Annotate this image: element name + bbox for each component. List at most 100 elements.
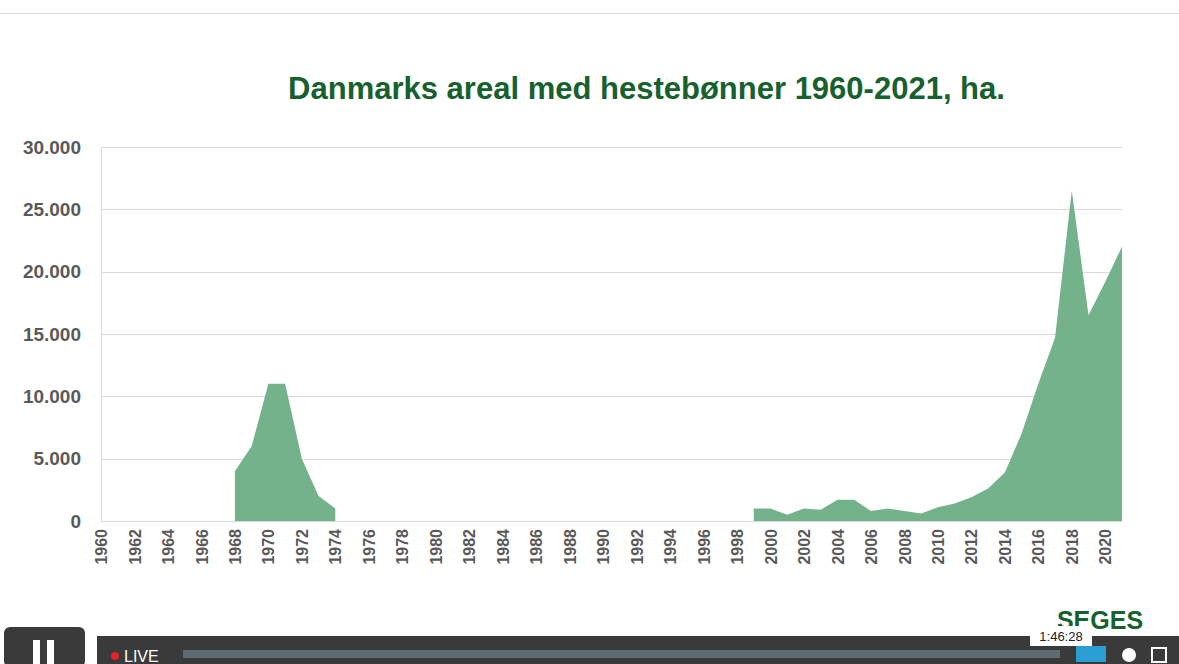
grid-line — [101, 209, 1122, 210]
x-tick-label: 1962 — [127, 529, 144, 565]
x-tick: 2002 — [796, 521, 813, 565]
x-tick-label: 1970 — [260, 529, 277, 565]
x-tick-label: 1992 — [629, 529, 646, 565]
y-tick: 30.000 — [23, 137, 101, 158]
x-tick: 1976 — [361, 521, 378, 565]
fullscreen-icon[interactable] — [1152, 648, 1166, 662]
plot-area — [235, 191, 1122, 521]
x-tick-label: 2020 — [1097, 529, 1114, 565]
x-tick: 1996 — [696, 521, 713, 565]
x-tick: 1986 — [528, 521, 545, 565]
y-tick: 15.000 — [23, 324, 101, 345]
x-tick-label: 1980 — [428, 529, 445, 565]
x-axis-line — [102, 521, 1123, 522]
x-tick: 2020 — [1097, 521, 1114, 565]
grid-line — [101, 334, 1122, 335]
x-tick-label: 2014 — [997, 529, 1014, 565]
x-tick-label: 2002 — [796, 529, 813, 565]
time-label: 1:46:28 — [1039, 629, 1082, 644]
x-tick: 1994 — [662, 521, 679, 565]
title: Danmarks areal med hestebønner 1960-2021… — [288, 71, 1005, 106]
x-tick-label: 1974 — [327, 529, 344, 565]
x-tick-label: 1968 — [227, 529, 244, 565]
x-tick: 1978 — [394, 521, 411, 565]
x-tick-label: 2004 — [830, 529, 847, 565]
x-tick: 1990 — [595, 521, 612, 565]
y-axis: 0 5.000 10.000 15.000 20.000 25.000 30.000 — [23, 137, 102, 532]
area — [754, 191, 1122, 521]
x-tick-label: 1984 — [495, 529, 512, 565]
x-tick: 1980 — [428, 521, 445, 565]
x-tick-label: 1996 — [696, 529, 713, 565]
chart: Danmarks areal med hestebønner 1960-2021… — [0, 0, 1179, 664]
y-axis-line — [101, 148, 102, 522]
x-axis: 1960 1962 1964 1966 1968 1970 1972 1974 1976 1978… — [93, 521, 1122, 565]
x-tick-label: 1964 — [160, 529, 177, 565]
y-tick: 25.000 — [23, 199, 101, 220]
progress-bar[interactable] — [183, 650, 1060, 658]
grid-line — [101, 396, 1122, 397]
x-tick: 2014 — [997, 521, 1014, 565]
pause-icon — [33, 640, 40, 664]
pause-button[interactable] — [4, 627, 85, 664]
x-tick: 1984 — [495, 521, 512, 565]
y-tick-label: 30.000 — [23, 137, 81, 158]
player-background — [97, 636, 1179, 664]
x-tick: 1964 — [160, 521, 177, 565]
x-tick: 1970 — [260, 521, 277, 565]
x-tick: 2004 — [830, 521, 847, 565]
x-tick-label: 1972 — [294, 529, 311, 565]
grid-line — [101, 147, 1122, 148]
x-tick-label: 1988 — [562, 529, 579, 565]
x-tick-label: 1982 — [461, 529, 478, 565]
x-tick-label: 2006 — [863, 529, 880, 565]
x-tick-label: 1966 — [194, 529, 211, 565]
x-tick-label: 1960 — [93, 529, 110, 565]
live-dot — [111, 652, 119, 660]
y-tick-label: 15.000 — [23, 324, 81, 345]
grid — [101, 148, 1122, 522]
pause-icon — [47, 640, 54, 664]
page-rule — [0, 13, 1179, 14]
y-tick: 10.000 — [23, 386, 101, 407]
x-tick: 2016 — [1030, 521, 1047, 565]
live-label: LIVE — [124, 648, 159, 664]
x-tick: 2008 — [897, 521, 914, 565]
y-tick-label: 5.000 — [33, 448, 81, 469]
x-tick-label: 2018 — [1064, 529, 1081, 565]
x-tick: 2000 — [763, 521, 780, 565]
x-tick: 2010 — [930, 521, 947, 565]
time-tooltip — [1030, 626, 1092, 646]
x-tick-label: 2016 — [1030, 529, 1047, 565]
player-bar: LIVE 1:46:28 — [4, 626, 1179, 664]
settings-icon[interactable] — [1122, 648, 1136, 662]
y-tick: 0 — [70, 511, 101, 532]
x-tick: 2006 — [863, 521, 880, 565]
y-tick: 5.000 — [33, 448, 101, 469]
x-tick-label: 2010 — [930, 529, 947, 565]
x-tick: 1992 — [629, 521, 646, 565]
x-tick: 1988 — [562, 521, 579, 565]
x-tick-label: 1986 — [528, 529, 545, 565]
area — [235, 384, 335, 521]
x-tick-label: 1976 — [361, 529, 378, 565]
x-tick-label: 1978 — [394, 529, 411, 565]
x-tick-label: 1998 — [729, 529, 746, 565]
x-tick: 1966 — [194, 521, 211, 565]
x-tick: 1962 — [127, 521, 144, 565]
x-tick-label: 2008 — [897, 529, 914, 565]
y-tick-label: 0 — [70, 511, 81, 532]
x-tick: 1972 — [294, 521, 311, 565]
x-tick-label: 1990 — [595, 529, 612, 565]
y-tick: 20.000 — [23, 261, 101, 282]
x-tick: 1982 — [461, 521, 478, 565]
x-tick: 1960 — [93, 521, 110, 565]
x-tick-label: 1994 — [662, 529, 679, 565]
x-tick: 1974 — [327, 521, 344, 565]
x-tick: 2012 — [963, 521, 980, 565]
x-tick: 2018 — [1064, 521, 1081, 565]
grid-line — [101, 521, 1122, 522]
x-tick: 1968 — [227, 521, 244, 565]
y-tick-label: 20.000 — [23, 261, 81, 282]
quality-icon[interactable] — [1076, 646, 1106, 662]
